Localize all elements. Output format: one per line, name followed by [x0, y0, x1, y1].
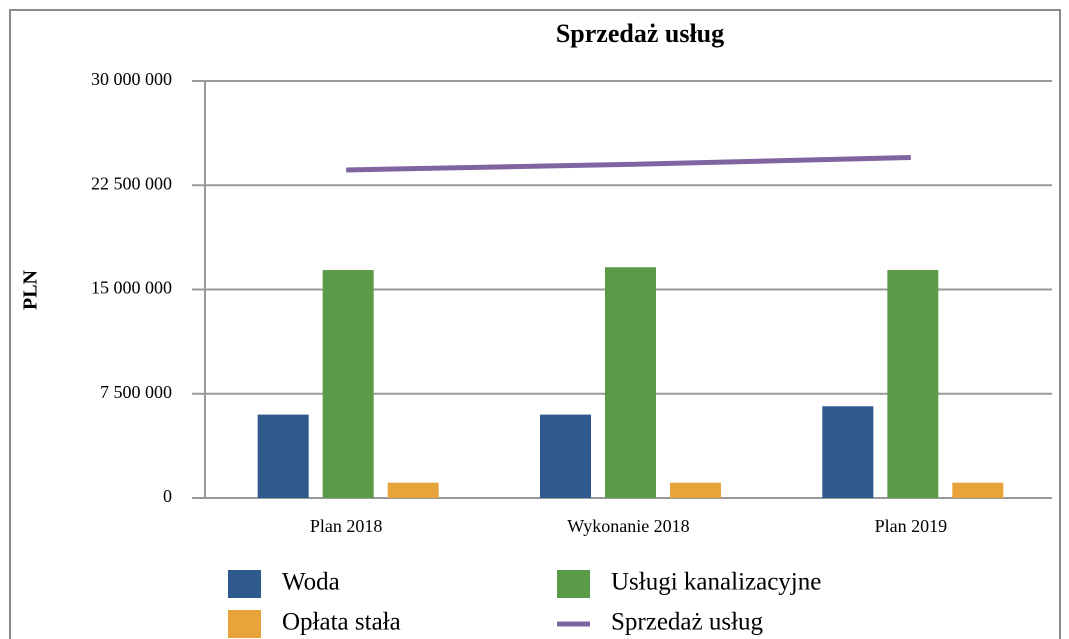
- bar: [322, 270, 374, 498]
- chart-title: Sprzedaż usług: [556, 19, 724, 48]
- legend-label: Sprzedaż usług: [611, 609, 764, 636]
- x-tick-label: Plan 2019: [875, 516, 948, 536]
- bar: [952, 482, 1004, 498]
- y-tick-label: 0: [163, 486, 172, 506]
- legend-swatch: [228, 570, 261, 598]
- legend-label: Usługi kanalizacyjne: [611, 569, 821, 596]
- legend-swatch: [557, 570, 590, 598]
- bar: [822, 406, 874, 498]
- y-tick-label: 15 000 000: [91, 278, 172, 298]
- bar: [387, 482, 439, 498]
- bar: [670, 482, 721, 498]
- x-tick-label: Wykonanie 2018: [567, 516, 689, 536]
- y-tick-label: 7 500 000: [100, 382, 172, 402]
- legend-label: Woda: [282, 569, 340, 596]
- chart-frame: [9, 9, 1061, 639]
- y-tick-label: 30 000 000: [91, 69, 172, 89]
- y-axis-label: PLN: [20, 269, 42, 310]
- bar: [540, 414, 591, 498]
- bar: [605, 267, 656, 498]
- y-tick-label: 22 500 000: [91, 173, 172, 193]
- x-tick-label: Plan 2018: [310, 516, 383, 536]
- legend-swatch: [228, 610, 261, 638]
- bar: [257, 414, 309, 498]
- legend-label: Opłata stała: [282, 609, 401, 636]
- line: [346, 154, 911, 173]
- bar: [887, 270, 939, 498]
